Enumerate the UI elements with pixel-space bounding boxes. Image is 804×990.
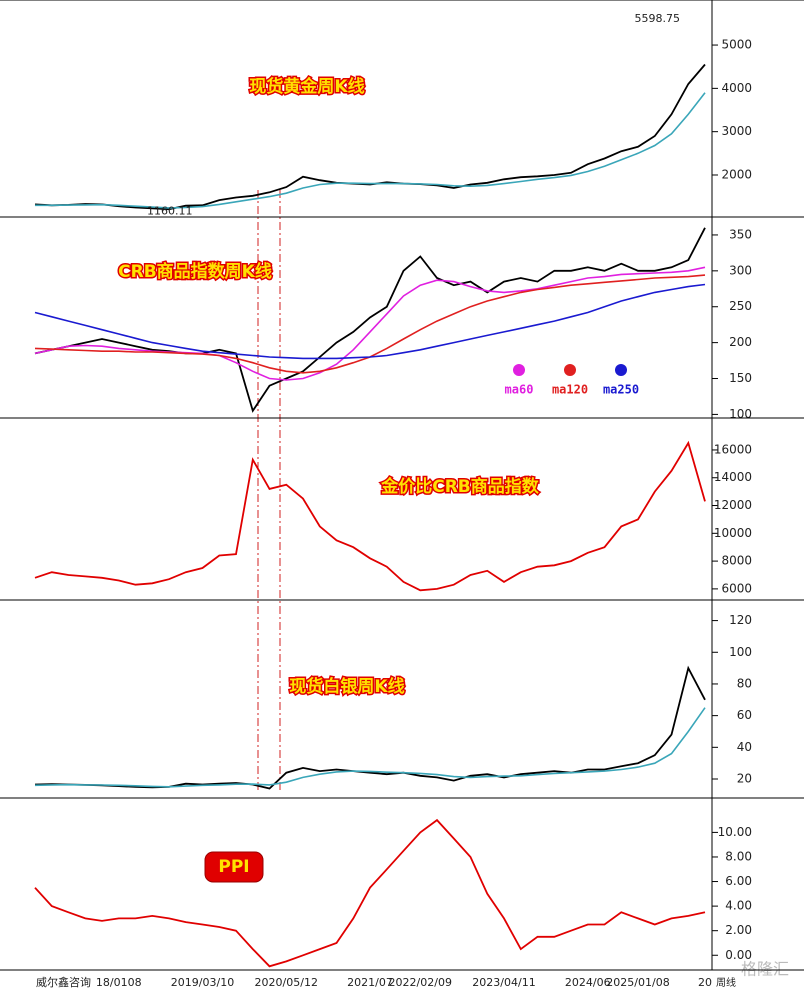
y-tick-label: 20 <box>737 771 752 785</box>
high-label: 5598.75 <box>635 12 681 25</box>
y-tick-label: 6.00 <box>725 874 752 888</box>
legend-dot <box>513 364 525 376</box>
x-tick-label: 18/0108 <box>96 976 142 989</box>
x-tick-label: 2024/06 <box>565 976 611 989</box>
low-label: 1160.11 <box>147 204 193 217</box>
x-tick-label: 2019/03/10 <box>171 976 234 989</box>
y-tick-label: 14000 <box>714 470 752 484</box>
x-tick-label: 20 <box>698 976 712 989</box>
y-tick-label: 4000 <box>721 81 752 95</box>
series-line <box>34 818 706 968</box>
y-tick-label: 8.00 <box>725 849 752 863</box>
y-tick-label: 150 <box>729 371 752 385</box>
panel-title: CRB商品指数周K线 <box>118 261 272 282</box>
x-unit: 周线 <box>716 976 736 989</box>
y-tick-label: 100 <box>729 645 752 659</box>
series-line <box>34 63 706 211</box>
y-tick-label: 3000 <box>721 124 752 138</box>
panel-title: 现货白银周K线 <box>289 676 404 697</box>
y-tick-label: 4.00 <box>725 899 752 913</box>
series-line <box>34 440 706 592</box>
y-tick-label: 0.00 <box>725 948 752 962</box>
x-tick-label: 2023/04/11 <box>472 976 535 989</box>
y-tick-label: 10000 <box>714 526 752 540</box>
x-tick-label: 2025/01/08 <box>606 976 669 989</box>
legend-dot <box>564 364 576 376</box>
panel-title: 金价比CRB商品指数 <box>380 476 540 497</box>
y-tick-label: 8000 <box>721 554 752 568</box>
y-tick-label: 200 <box>729 335 752 349</box>
legend-label: ma120 <box>552 383 588 397</box>
series-line <box>34 266 706 381</box>
series-line <box>34 707 706 788</box>
y-tick-label: 16000 <box>714 442 752 456</box>
y-tick-label: 250 <box>729 299 752 313</box>
y-tick-label: 5000 <box>721 38 752 52</box>
watermark: 格隆汇 <box>741 960 789 979</box>
y-tick-label: 12000 <box>714 498 752 512</box>
legend-label: ma250 <box>603 383 639 397</box>
y-tick-label: 2.00 <box>725 923 752 937</box>
y-tick-label: 60 <box>737 708 752 722</box>
y-tick-label: 40 <box>737 740 752 754</box>
series-line <box>34 283 706 360</box>
x-tick-label: 2020/05/12 <box>255 976 318 989</box>
y-tick-label: 300 <box>729 263 752 277</box>
y-tick-label: 120 <box>729 613 752 627</box>
legend-label: ma60 <box>505 383 534 397</box>
series-line <box>34 227 706 413</box>
series-line <box>34 665 706 790</box>
x-tick-label: 2021/07 <box>347 976 393 989</box>
y-tick-label: 350 <box>729 227 752 241</box>
series-line <box>35 92 706 209</box>
y-tick-label: 2000 <box>721 167 752 181</box>
legend-dot <box>615 364 627 376</box>
y-tick-label: 80 <box>737 676 752 690</box>
x-tick-label: 2022/02/09 <box>389 976 452 989</box>
y-tick-label: 100 <box>729 407 752 421</box>
panel-title: PPI <box>218 857 249 877</box>
y-tick-label: 6000 <box>721 581 752 595</box>
y-tick-label: 10.00 <box>718 825 752 839</box>
ppi-box <box>204 851 264 883</box>
panel-title: 现货黄金周K线 <box>249 76 364 97</box>
footer-left: 威尔鑫咨询 <box>36 975 91 989</box>
